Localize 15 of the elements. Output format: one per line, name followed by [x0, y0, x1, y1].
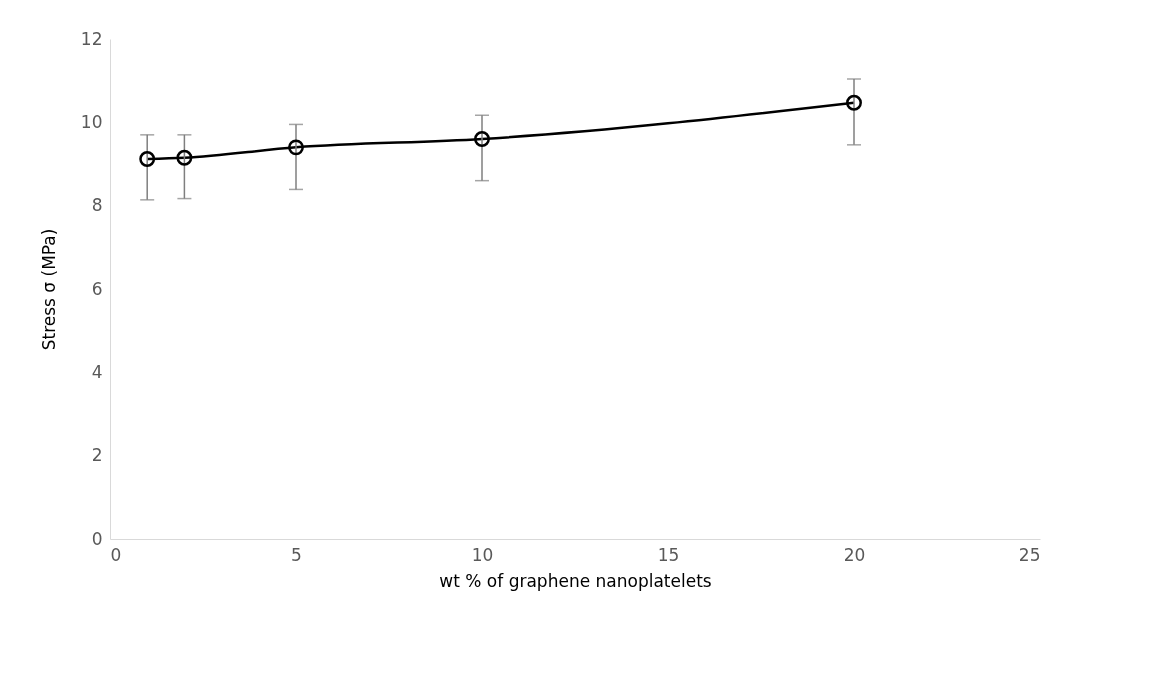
x-tick-label: 10 [471, 544, 494, 565]
x-axis-title: wt % of graphene nanoplatelets [439, 570, 712, 591]
x-tick-label: 20 [843, 544, 866, 565]
y-tick-label: 8 [91, 195, 103, 216]
y-tick-label: 4 [91, 361, 103, 382]
y-tick-label: 2 [91, 445, 103, 466]
y-tick-label: 0 [91, 528, 103, 549]
x-tick-label: 25 [1018, 544, 1041, 565]
y-axis-title: Stress σ (MPa) [38, 228, 59, 351]
x-tick-label: 5 [291, 544, 302, 565]
y-tick-label: 6 [91, 278, 103, 299]
x-tick-label: 0 [110, 544, 122, 565]
y-tick-label: 10 [80, 111, 103, 132]
x-tick-label: 15 [657, 544, 680, 565]
y-tick-label: 12 [80, 28, 103, 49]
